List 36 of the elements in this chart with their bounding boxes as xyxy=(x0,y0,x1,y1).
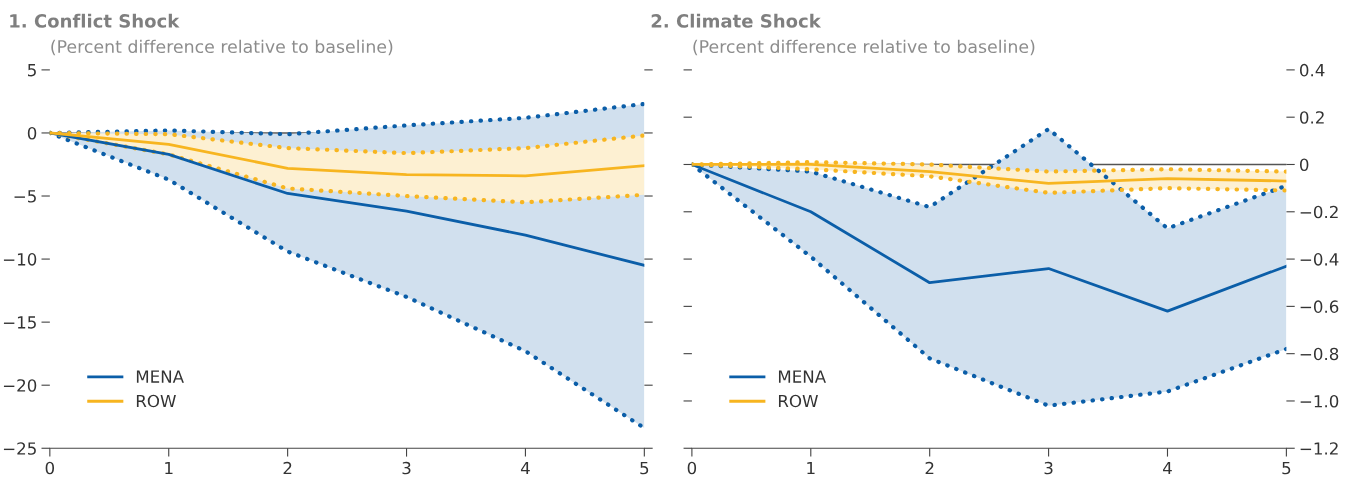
y2-tick-label: −1.0 xyxy=(1300,394,1339,408)
legend-label: MENA xyxy=(136,370,184,383)
x-tick-label: 2 xyxy=(283,461,292,475)
y-tick-label: −5 xyxy=(14,190,36,203)
y2-tick-label: −1.2 xyxy=(1300,442,1338,455)
y2-tick-label: −0.4 xyxy=(1300,253,1339,266)
x-tick-label: 4 xyxy=(520,461,530,475)
x-tick-label: 3 xyxy=(402,461,411,475)
x-tick-label: 3 xyxy=(1044,461,1053,475)
x-tick-label: 4 xyxy=(1163,461,1172,475)
y-tick-label: −15 xyxy=(3,316,36,329)
chart-subtitle: (Percent difference relative to baseline) xyxy=(693,39,1035,56)
y2-tick-label: −0.8 xyxy=(1300,347,1339,361)
legend-label: MENA xyxy=(778,370,826,383)
y2-tick-label: 0 xyxy=(1299,158,1309,172)
y2-tick-label: 0.4 xyxy=(1299,63,1325,77)
x-tick-label: 1 xyxy=(165,461,173,475)
y2-tick-label: −0.6 xyxy=(1300,300,1339,313)
y-tick-label: −10 xyxy=(3,253,37,266)
x-tick-label: 2 xyxy=(925,461,934,475)
y-tick-label: 5 xyxy=(28,64,36,77)
legend-label: ROW xyxy=(136,394,176,408)
x-tick-label: 5 xyxy=(1282,461,1291,475)
chart-subtitle: (Percent difference relative to baseline) xyxy=(51,39,393,56)
x-tick-label: 0 xyxy=(687,461,697,475)
y-tick-label: −25 xyxy=(3,442,36,455)
chart-title: 2. Climate Shock xyxy=(651,13,822,28)
x-tick-label: 5 xyxy=(640,461,649,475)
legend-label: ROW xyxy=(778,394,818,408)
chart-title: 1. Conflict Shock xyxy=(10,13,180,28)
y-tick-label: 0 xyxy=(27,126,37,140)
y2-tick-label: 0.2 xyxy=(1299,111,1324,124)
y2-tick-label: −0.2 xyxy=(1300,205,1338,219)
x-tick-label: 0 xyxy=(45,461,55,475)
x-tick-label: 1 xyxy=(807,461,815,475)
y-tick-label: −20 xyxy=(3,379,37,392)
